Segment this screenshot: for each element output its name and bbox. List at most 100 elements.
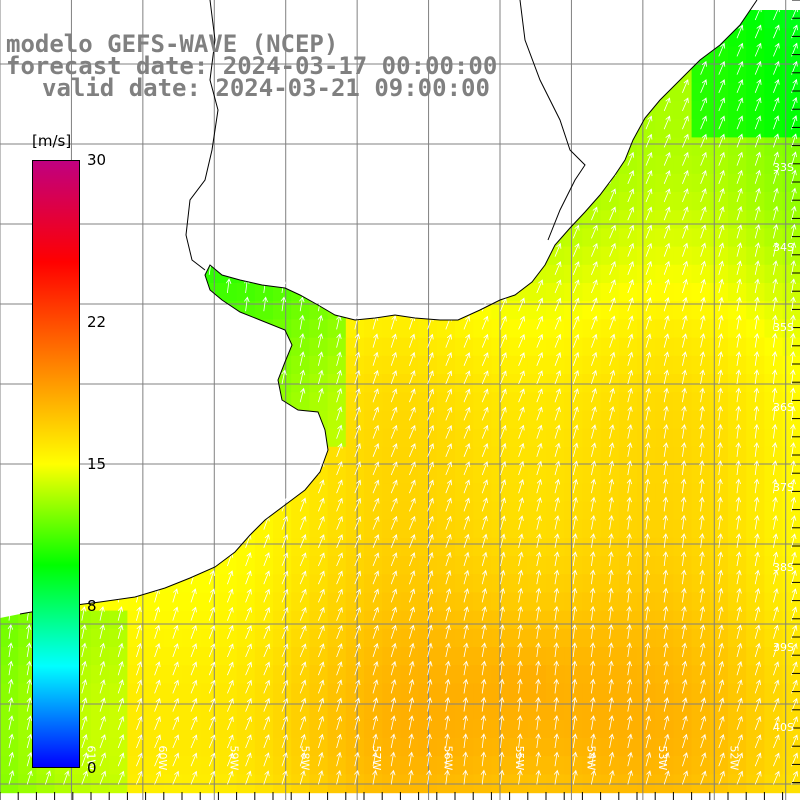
wind-arrow — [735, 405, 741, 421]
wind-arrow — [518, 478, 525, 494]
wind-arrow — [318, 351, 324, 366]
wind-arrow — [336, 497, 343, 512]
wind-arrow — [409, 333, 416, 348]
wind-arrow — [736, 734, 743, 749]
wind-arrow — [445, 515, 452, 530]
wind-arrow — [754, 242, 761, 257]
wind-arrow — [773, 205, 779, 221]
wind-arrow — [608, 533, 614, 548]
wind-arrow — [372, 388, 379, 403]
wind-arrow — [317, 314, 324, 330]
wind-arrow — [190, 770, 198, 785]
wind-arrow — [427, 352, 434, 366]
wind-arrow — [427, 370, 434, 385]
wind-arrow — [736, 606, 742, 621]
wind-arrow — [718, 169, 725, 184]
lat-labels: 33S34S35S36S37S38S39S40S41S — [773, 161, 794, 734]
wind-arrow — [409, 424, 416, 439]
wind-arrow — [518, 551, 524, 567]
wind-arrow — [25, 624, 32, 639]
wind-arrow — [754, 133, 762, 148]
wind-arrow — [790, 423, 796, 439]
wind-arrow — [681, 351, 688, 366]
wind-arrow — [753, 460, 760, 476]
wind-arrow — [445, 606, 451, 621]
wind-arrow — [263, 679, 271, 694]
wind-arrow — [481, 352, 489, 366]
wind-arrow — [554, 406, 561, 421]
wind-arrow — [773, 115, 780, 130]
wind-arrow — [299, 715, 307, 730]
wind-arrow — [336, 625, 343, 639]
wind-arrow — [172, 606, 179, 621]
wind-arrow — [227, 606, 234, 621]
wind-arrow — [572, 351, 580, 366]
wind-arrow — [535, 642, 541, 658]
wind-arrow — [536, 442, 543, 457]
wind-arrow — [227, 570, 234, 585]
wind-arrow — [390, 370, 398, 385]
wind-arrow — [481, 406, 489, 421]
wind-arrow — [572, 315, 580, 330]
wind-arrow — [680, 460, 687, 476]
wind-arrow — [772, 296, 778, 312]
wind-arrow — [626, 678, 633, 694]
wind-arrow — [608, 587, 614, 603]
wind-arrow — [263, 588, 271, 603]
wind-arrow — [517, 569, 524, 585]
wind-arrow — [336, 388, 343, 403]
wind-arrow — [372, 333, 379, 348]
wind-arrow — [589, 569, 596, 585]
field-cell — [782, 101, 800, 120]
wind-arrow — [608, 751, 615, 767]
wind-arrow — [571, 569, 578, 585]
wind-arrow — [8, 697, 14, 712]
wind-arrow — [136, 752, 143, 767]
wind-arrow — [427, 533, 434, 548]
wind-arrow — [262, 296, 268, 312]
wind-arrow — [644, 496, 651, 512]
wind-arrow — [736, 642, 743, 658]
wind-arrow — [354, 406, 361, 421]
wind-arrow — [700, 151, 707, 166]
wind-arrow — [390, 552, 398, 567]
wind-arrow — [699, 442, 705, 457]
wind-arrow — [699, 551, 705, 567]
wind-arrow — [681, 423, 687, 439]
wind-arrow — [754, 734, 762, 749]
wind-arrow — [481, 315, 489, 330]
wind-arrow — [536, 370, 543, 385]
wind-arrow — [627, 369, 634, 385]
wind-arrow — [390, 624, 397, 639]
wind-arrow — [8, 751, 15, 767]
wind-arrow — [409, 624, 415, 639]
wind-arrow — [481, 569, 488, 585]
wind-arrow — [372, 570, 380, 585]
wind-arrow — [718, 296, 724, 312]
wind-arrow — [772, 460, 778, 476]
wind-arrow — [773, 697, 780, 712]
wind-arrow — [336, 697, 343, 712]
wind-arrow — [245, 697, 252, 712]
wind-arrow — [281, 588, 289, 603]
wind-arrow — [773, 97, 780, 112]
wind-arrow — [499, 624, 505, 639]
wind-arrow — [518, 424, 525, 439]
wind-arrow — [445, 569, 452, 585]
wind-arrow — [117, 752, 125, 767]
wind-arrow — [627, 751, 633, 767]
wind-arrow — [663, 733, 670, 749]
wind-arrow — [609, 242, 616, 257]
wind-arrow — [700, 79, 707, 93]
wind-arrow — [754, 187, 761, 203]
wind-arrow — [445, 388, 453, 403]
wind-arrow — [663, 660, 669, 676]
wind-arrow — [354, 643, 361, 658]
wind-arrow — [773, 60, 780, 75]
wind-arrow — [426, 715, 432, 730]
wind-arrow — [736, 296, 742, 312]
wind-arrow — [517, 660, 523, 676]
wind-arrow — [517, 696, 523, 712]
wind-arrow — [172, 679, 179, 694]
wind-arrow — [372, 624, 379, 639]
